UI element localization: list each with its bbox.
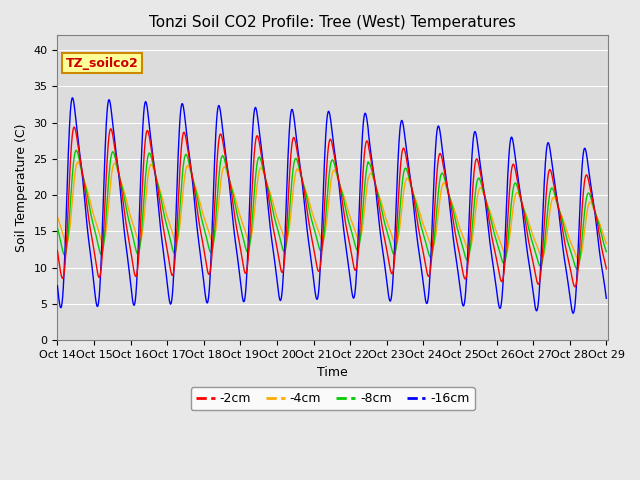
- Text: TZ_soilco2: TZ_soilco2: [66, 57, 138, 70]
- Legend: -2cm, -4cm, -8cm, -16cm: -2cm, -4cm, -8cm, -16cm: [191, 387, 475, 410]
- X-axis label: Time: Time: [317, 366, 348, 379]
- Y-axis label: Soil Temperature (C): Soil Temperature (C): [15, 124, 28, 252]
- Title: Tonzi Soil CO2 Profile: Tree (West) Temperatures: Tonzi Soil CO2 Profile: Tree (West) Temp…: [149, 15, 516, 30]
